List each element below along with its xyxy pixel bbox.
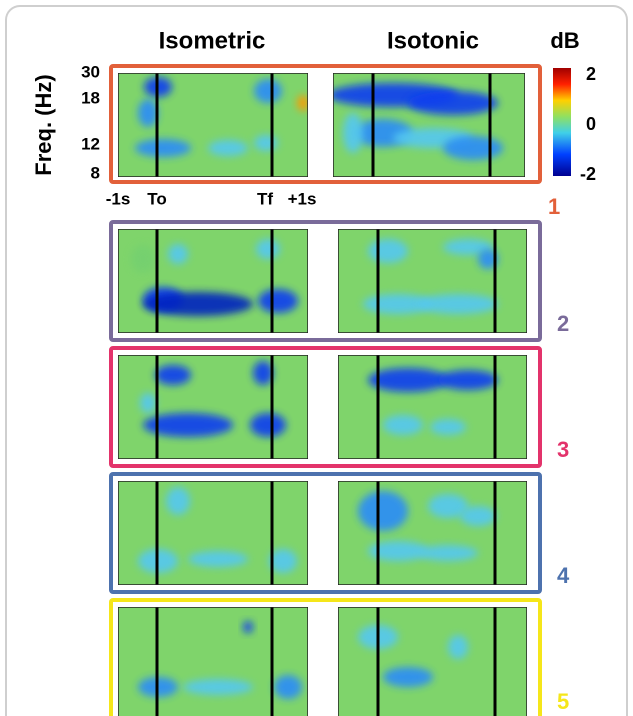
heatmap-blob <box>254 79 282 103</box>
row-label: 4 <box>557 563 570 588</box>
heatmap-blob <box>274 675 302 699</box>
heatmap-blob <box>243 621 253 633</box>
heatmap-panel <box>118 355 308 459</box>
heatmap-blob <box>418 294 498 314</box>
heatmap-blob <box>155 365 191 385</box>
column-title: Isotonic <box>387 27 479 54</box>
heatmap-blob <box>131 245 155 273</box>
heatmap-blob <box>438 370 498 390</box>
heatmap-panel <box>338 355 527 459</box>
y-axis-label: Freq. (Hz) <box>31 74 56 175</box>
heatmap-background <box>338 607 527 716</box>
heatmap-panel <box>118 481 308 585</box>
y-tick-label: 30 <box>81 62 100 81</box>
heatmap-blob <box>183 679 253 695</box>
x-tick-label: To <box>147 189 167 208</box>
row-group: 2 <box>111 222 569 340</box>
colorbar-tick-label: 2 <box>586 64 596 84</box>
row-group: 3 <box>111 348 569 466</box>
heatmap-blob <box>408 91 498 115</box>
heatmap-blob <box>138 99 158 127</box>
heatmap-blob <box>460 506 496 526</box>
heatmap-blob <box>168 244 188 264</box>
heatmap-panel <box>328 73 525 177</box>
heatmap-blob <box>208 140 248 156</box>
heatmap-blob <box>430 419 466 435</box>
frame <box>6 6 627 716</box>
colorbar <box>553 68 571 176</box>
heatmap-blob <box>258 289 298 313</box>
heatmap-blob <box>135 139 191 157</box>
heatmap-blob <box>166 487 190 515</box>
heatmap-blob <box>140 393 156 413</box>
heatmap-panel <box>118 229 308 333</box>
heatmap-blob <box>256 239 280 259</box>
x-tick-label: Tf <box>257 189 273 208</box>
heatmap-blob <box>383 667 433 687</box>
heatmap-blob <box>254 135 278 151</box>
heatmap-blob <box>383 415 423 435</box>
colorbar-title: dB <box>550 28 579 53</box>
heatmap-blob <box>253 361 273 385</box>
heatmap-blob <box>250 413 286 437</box>
heatmap-background <box>338 229 527 333</box>
row-label: 2 <box>557 311 569 336</box>
y-tick-label: 18 <box>81 88 100 107</box>
heatmap-blob <box>443 136 503 160</box>
heatmap-panel <box>338 481 527 585</box>
heatmap-panel <box>118 607 308 716</box>
heatmap-blob <box>297 95 309 111</box>
x-tick-label: +1s <box>288 189 317 208</box>
heatmap-blob <box>343 113 363 153</box>
colorbar-tick-label: -2 <box>580 164 596 184</box>
x-tick-label: -1s <box>106 189 131 208</box>
y-tick-label: 8 <box>91 163 100 182</box>
y-tick-label: 12 <box>81 134 100 153</box>
colorbar-tick-label: 0 <box>586 114 596 134</box>
heatmap-blob <box>143 292 253 316</box>
heatmap-panel <box>338 607 527 716</box>
figure: Isometric Isotonic dB Freq. (Hz) 30 18 1… <box>0 0 633 716</box>
heatmap-blob <box>368 368 448 392</box>
column-title: Isometric <box>159 27 266 54</box>
row-label: 1 <box>548 194 560 219</box>
heatmap-panel <box>338 229 527 333</box>
heatmap-blob <box>368 239 408 263</box>
heatmap-panel <box>118 73 309 177</box>
row-group: 4 <box>111 474 570 592</box>
row-label: 3 <box>557 437 569 462</box>
heatmap-blob <box>358 491 408 531</box>
heatmap-blob <box>188 551 248 567</box>
row-label: 5 <box>557 689 569 714</box>
row-group: 5 <box>111 600 569 716</box>
heatmap-blob <box>448 635 468 659</box>
heatmap-background <box>118 607 308 716</box>
heatmap-background <box>118 229 308 333</box>
heatmap-blob <box>418 545 478 561</box>
